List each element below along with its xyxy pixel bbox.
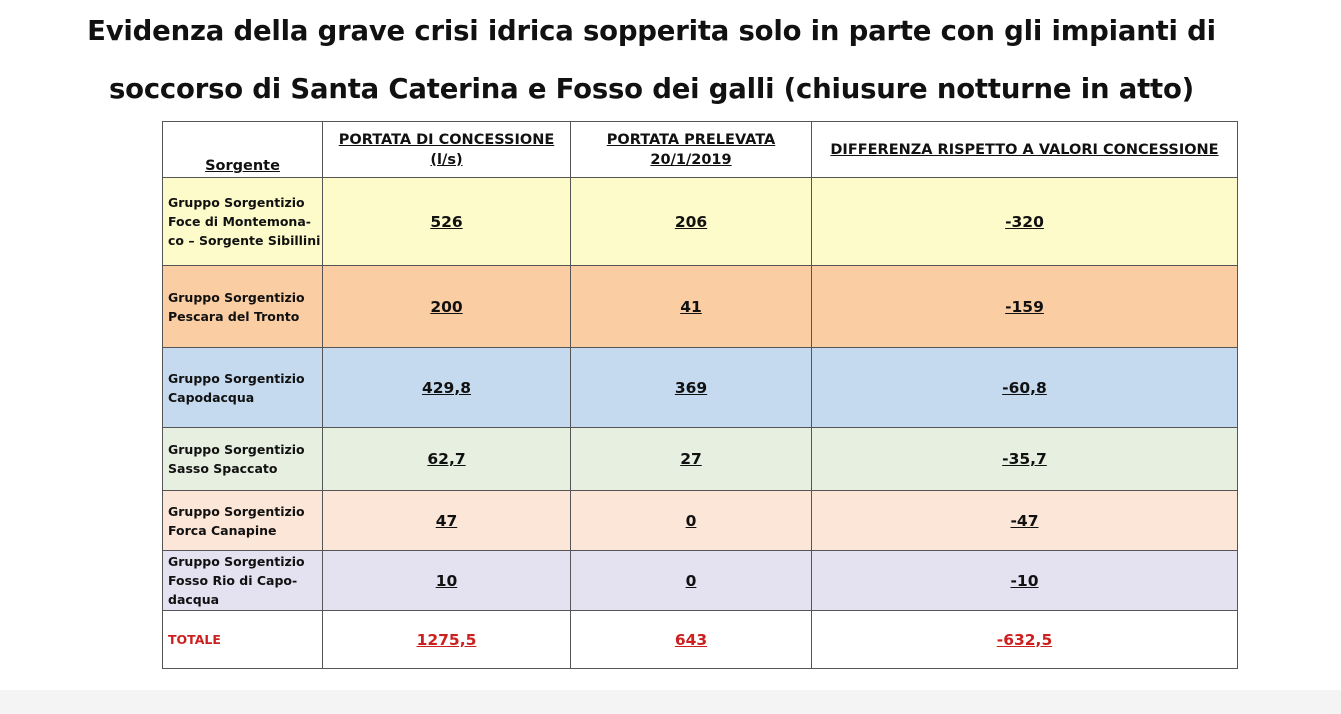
difference-cell: -60,8 — [811, 347, 1238, 428]
slide-title: Evidenza della grave crisi idrica sopper… — [0, 2, 1303, 118]
source-line: Forca Canapine — [168, 522, 277, 538]
source-cell: Gruppo Sorgentizio Pescara del Tronto — [162, 265, 323, 348]
table-row: Gruppo Sorgentizio Capodacqua 429,8 369 … — [162, 347, 1238, 428]
table-row: Gruppo Sorgentizio Foce di Montemona- co… — [162, 177, 1238, 266]
source-line: co – Sorgente Sibillini — [168, 233, 321, 248]
concession-cell: 62,7 — [322, 427, 571, 491]
source-line: Gruppo Sorgentizio — [168, 442, 305, 457]
total-row: TOTALE 1275,5 643 -632,5 — [162, 610, 1238, 669]
source-cell: Gruppo Sorgentizio Sasso Spaccato — [162, 427, 323, 491]
source-line: Gruppo Sorgentizio — [168, 289, 305, 305]
source-cell: Gruppo Sorgentizio Foce di Montemona- co… — [162, 177, 323, 266]
total-difference: -632,5 — [811, 610, 1238, 669]
withdrawn-cell: 27 — [570, 427, 812, 491]
concession-cell: 200 — [322, 265, 571, 348]
concession-cell: 10 — [322, 550, 571, 611]
source-line: Gruppo Sorgentizio — [168, 370, 305, 386]
table-row: Gruppo Sorgentizio Pescara del Tronto 20… — [162, 265, 1238, 348]
total-concession: 1275,5 — [322, 610, 571, 669]
withdrawn-cell: 369 — [570, 347, 812, 428]
table-row: Gruppo Sorgentizio Fosso Rio di Capo- da… — [162, 550, 1238, 611]
title-line-2: soccorso di Santa Caterina e Fosso dei g… — [108, 73, 1195, 105]
bottom-bar — [0, 690, 1341, 714]
header-concession: PORTATA DI CONCESSIONE (l/s) — [322, 121, 571, 178]
total-label: TOTALE — [162, 610, 323, 669]
withdrawn-cell: 0 — [570, 550, 812, 611]
source-line: Fosso Rio di Capo- — [168, 573, 298, 588]
concession-cell: 526 — [322, 177, 571, 266]
source-line: Capodacqua — [168, 389, 255, 405]
concession-cell: 429,8 — [322, 347, 571, 428]
table-row: Gruppo Sorgentizio Forca Canapine 47 0 -… — [162, 490, 1238, 551]
source-line: dacqua — [168, 592, 220, 607]
source-line: Gruppo Sorgentizio — [168, 554, 305, 569]
difference-cell: -320 — [811, 177, 1238, 266]
water-flow-table: Sorgente PORTATA DI CONCESSIONE (l/s) PO… — [162, 121, 1238, 669]
difference-cell: -47 — [811, 490, 1238, 551]
source-line: Gruppo Sorgentizio — [168, 503, 305, 519]
source-cell: Gruppo Sorgentizio Forca Canapine — [162, 490, 323, 551]
title-line-1: Evidenza della grave crisi idrica sopper… — [87, 15, 1216, 47]
source-line: Pescara del Tronto — [168, 308, 300, 324]
withdrawn-cell: 206 — [570, 177, 812, 266]
header-source: Sorgente — [162, 121, 323, 178]
header-difference: DIFFERENZA RISPETTO A VALORI CONCESSIONE — [811, 121, 1238, 178]
difference-cell: -159 — [811, 265, 1238, 348]
source-line: Gruppo Sorgentizio — [168, 195, 305, 210]
table-row: Gruppo Sorgentizio Sasso Spaccato 62,7 2… — [162, 427, 1238, 491]
header-withdrawn: PORTATA PRELEVATA 20/1/2019 — [570, 121, 812, 178]
difference-cell: -10 — [811, 550, 1238, 611]
difference-cell: -35,7 — [811, 427, 1238, 491]
source-cell: Gruppo Sorgentizio Fosso Rio di Capo- da… — [162, 550, 323, 611]
total-withdrawn: 643 — [570, 610, 812, 669]
concession-cell: 47 — [322, 490, 571, 551]
withdrawn-cell: 0 — [570, 490, 812, 551]
withdrawn-cell: 41 — [570, 265, 812, 348]
source-line: Sasso Spaccato — [168, 461, 278, 476]
source-line: Foce di Montemona- — [168, 214, 311, 229]
table-header-row: Sorgente PORTATA DI CONCESSIONE (l/s) PO… — [162, 121, 1238, 178]
source-cell: Gruppo Sorgentizio Capodacqua — [162, 347, 323, 428]
